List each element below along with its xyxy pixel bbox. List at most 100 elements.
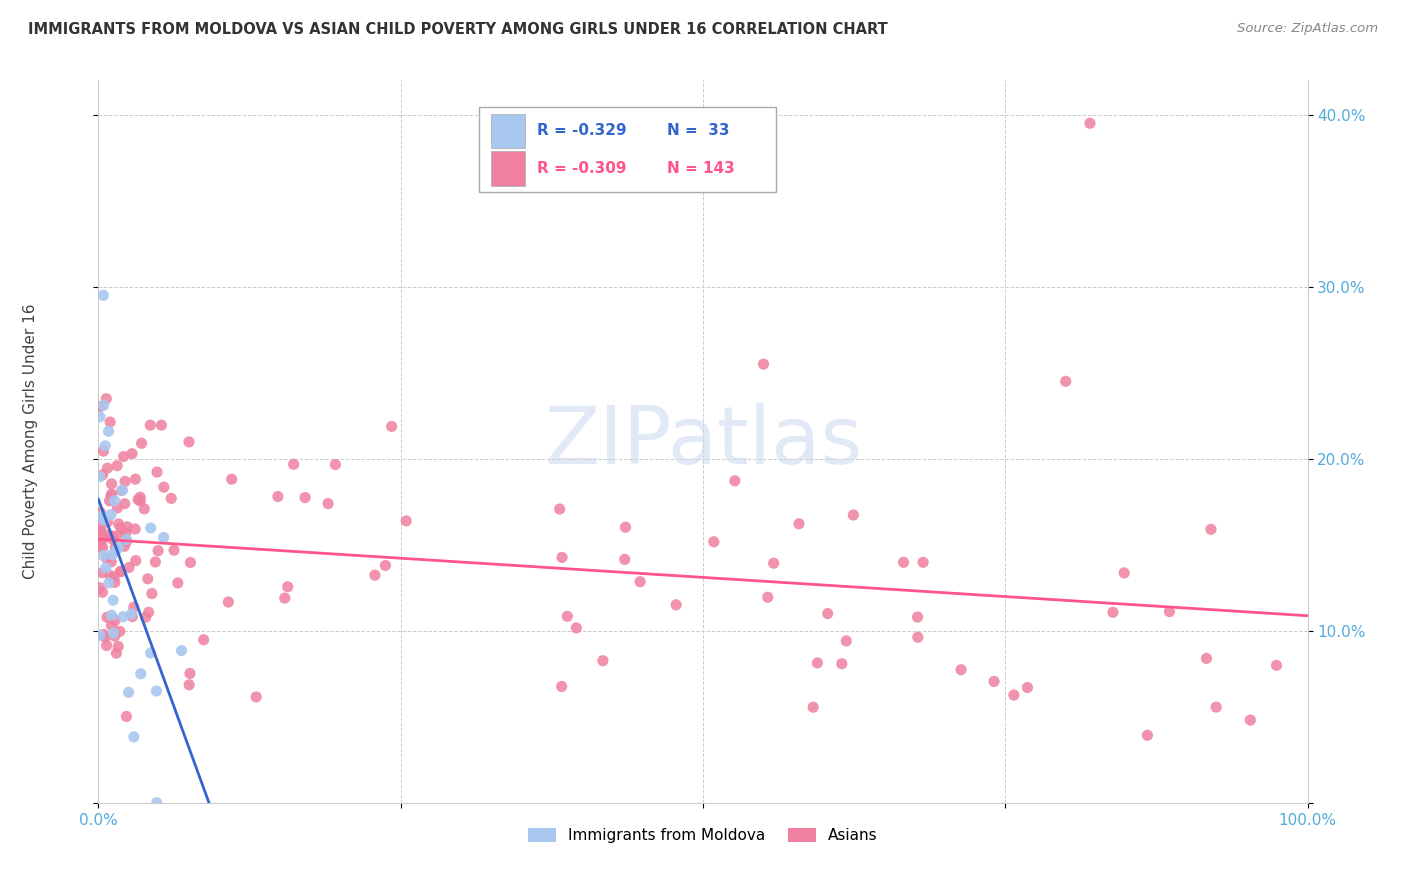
Point (166, 576, 188, 591)
Point (89, 400, 111, 414)
Point (100, 489, 122, 503)
Point (146, 465, 169, 479)
Point (100, 487, 122, 501)
Point (152, 531, 174, 545)
Point (91, 585, 114, 599)
Point (1265, 658, 1288, 673)
Point (134, 501, 156, 516)
Point (179, 666, 201, 681)
Point (89, 628, 111, 642)
Point (98, 568, 121, 582)
Point (1114, 566, 1136, 580)
Point (550, 680, 572, 694)
Point (245, 690, 267, 704)
Point (100, 608, 122, 623)
Point (316, 497, 339, 511)
Point (103, 570, 125, 584)
Point (835, 634, 858, 648)
Text: N = 143: N = 143 (666, 161, 734, 176)
Point (94, 439, 117, 453)
Point (146, 543, 169, 558)
Bar (492, 113, 526, 148)
Text: ZIPatlas: ZIPatlas (544, 402, 862, 481)
Point (129, 494, 152, 508)
Point (93, 549, 115, 563)
Point (145, 796, 167, 810)
Point (121, 609, 143, 624)
Point (91, 288, 114, 302)
Point (160, 491, 183, 506)
Point (89, 523, 111, 537)
Point (110, 565, 132, 579)
Point (1002, 688, 1025, 702)
Point (395, 514, 418, 528)
Text: R = -0.309: R = -0.309 (537, 161, 627, 176)
Text: N =  33: N = 33 (666, 123, 730, 138)
Point (817, 607, 839, 621)
Point (91, 467, 114, 482)
Point (628, 574, 651, 589)
Point (139, 521, 162, 535)
Point (93, 513, 115, 527)
Point (1136, 728, 1159, 742)
Point (114, 475, 136, 489)
Point (112, 609, 135, 624)
Point (89, 516, 111, 530)
Point (221, 472, 243, 486)
Point (614, 520, 637, 534)
Point (150, 418, 173, 433)
Point (111, 483, 134, 498)
Point (115, 533, 138, 547)
Bar (492, 151, 526, 186)
Point (103, 493, 125, 508)
Point (89, 523, 111, 537)
Point (893, 555, 915, 569)
Point (112, 450, 135, 464)
Point (129, 666, 152, 681)
Point (831, 657, 853, 671)
Y-axis label: Child Poverty Among Girls Under 16: Child Poverty Among Girls Under 16 (22, 304, 38, 579)
Point (193, 632, 215, 647)
Point (127, 492, 149, 507)
Point (90, 524, 112, 538)
Point (163, 543, 186, 558)
Point (806, 656, 828, 670)
Point (325, 458, 347, 472)
Point (104, 541, 127, 555)
Point (112, 540, 135, 554)
Point (277, 580, 299, 594)
Point (131, 436, 153, 450)
Point (96, 515, 118, 529)
Point (565, 621, 588, 635)
Point (94, 561, 117, 575)
Point (101, 533, 124, 547)
Point (124, 522, 146, 536)
Point (124, 472, 146, 486)
Point (90, 505, 112, 519)
Legend: Immigrants from Moldova, Asians: Immigrants from Moldova, Asians (522, 822, 884, 849)
Point (89, 409, 111, 424)
Point (114, 526, 136, 541)
Point (125, 554, 148, 568)
Point (122, 600, 145, 615)
Point (762, 556, 785, 570)
Point (118, 560, 141, 574)
Text: IMMIGRANTS FROM MOLDOVA VS ASIAN CHILD POVERTY AMONG GIRLS UNDER 16 CORRELATION : IMMIGRANTS FROM MOLDOVA VS ASIAN CHILD P… (28, 22, 887, 37)
Point (294, 491, 316, 505)
Point (120, 607, 142, 621)
Point (950, 663, 973, 677)
Point (100, 618, 122, 632)
Point (907, 610, 929, 624)
Point (104, 629, 127, 643)
Point (141, 586, 163, 600)
Point (91, 566, 114, 580)
Point (139, 646, 162, 660)
Point (90, 532, 112, 546)
Point (752, 357, 775, 371)
Point (98, 415, 121, 429)
Point (93, 531, 115, 545)
Point (665, 598, 688, 612)
Point (801, 700, 824, 714)
Point (96, 461, 118, 475)
Point (724, 474, 747, 488)
